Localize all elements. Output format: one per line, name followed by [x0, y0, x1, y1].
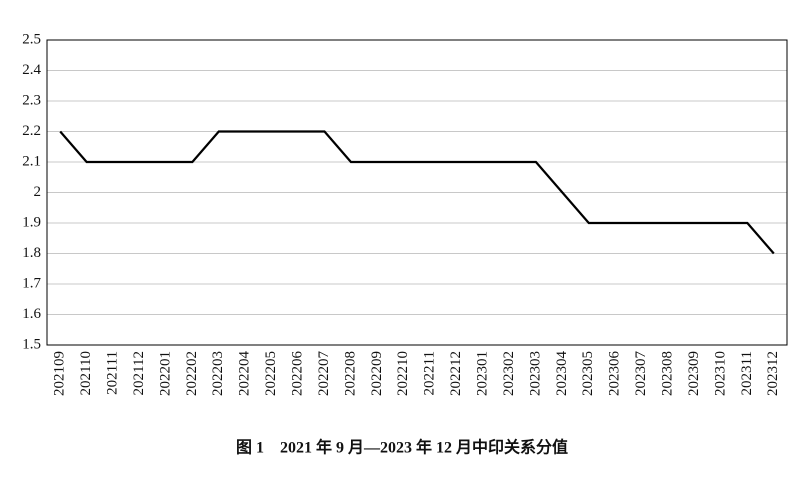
x-tick-label: 202301: [475, 351, 491, 396]
x-tick-label: 202111: [105, 351, 121, 395]
x-tick-label: 202307: [633, 351, 649, 397]
x-tick-label: 202211: [422, 351, 438, 395]
x-tick-label: 202308: [660, 351, 676, 396]
x-tick-label: 202206: [290, 351, 306, 397]
x-tick-label: 202311: [739, 351, 755, 395]
x-tick-label: 202201: [157, 351, 173, 396]
x-tick-label: 202205: [263, 351, 279, 396]
x-tick-label: 202112: [131, 351, 147, 395]
x-tick-label: 202302: [501, 351, 517, 396]
x-tick-label: 202303: [527, 351, 543, 396]
x-tick-label: 202109: [52, 351, 68, 396]
x-tick-label: 202204: [237, 351, 253, 397]
x-tick-label: 202202: [184, 351, 200, 396]
x-tick-label: 202309: [686, 351, 702, 396]
x-tick-label: 202306: [607, 351, 623, 397]
y-tick-label: 1.8: [22, 245, 41, 261]
y-tick-label: 1.9: [22, 214, 41, 230]
x-tick-label: 202212: [448, 351, 464, 396]
y-tick-label: 1.7: [22, 275, 41, 291]
plot-frame: [46, 39, 788, 346]
y-tick-label: 2.2: [22, 123, 41, 139]
x-tick-label: 202209: [369, 351, 385, 396]
x-tick-label: 202208: [342, 351, 358, 396]
y-tick-label: 1.5: [22, 336, 41, 352]
y-tick-label: 1.6: [22, 306, 41, 322]
y-tick-label: 2.1: [22, 153, 41, 169]
line: [59, 130, 775, 255]
y-tick-label: 2: [34, 184, 42, 200]
x-tick-label: 202310: [712, 351, 728, 396]
chart-title: 图 1 2021 年 9 月—2023 年 12 月中印关系分值: [236, 438, 568, 457]
x-tick-label: 202210: [395, 351, 411, 396]
x-tick-label: 202305: [580, 351, 596, 396]
y-tick-label: 2.4: [22, 62, 41, 78]
x-tick-label: 202312: [765, 351, 781, 396]
x-tick-label: 202110: [78, 351, 94, 395]
x-tick-label: 202304: [554, 351, 570, 397]
x-tick-label: 202203: [210, 351, 226, 396]
y-tick-label: 2.3: [22, 92, 41, 108]
x-tick-label: 202207: [316, 351, 332, 397]
y-tick-label: 2.5: [22, 31, 41, 47]
